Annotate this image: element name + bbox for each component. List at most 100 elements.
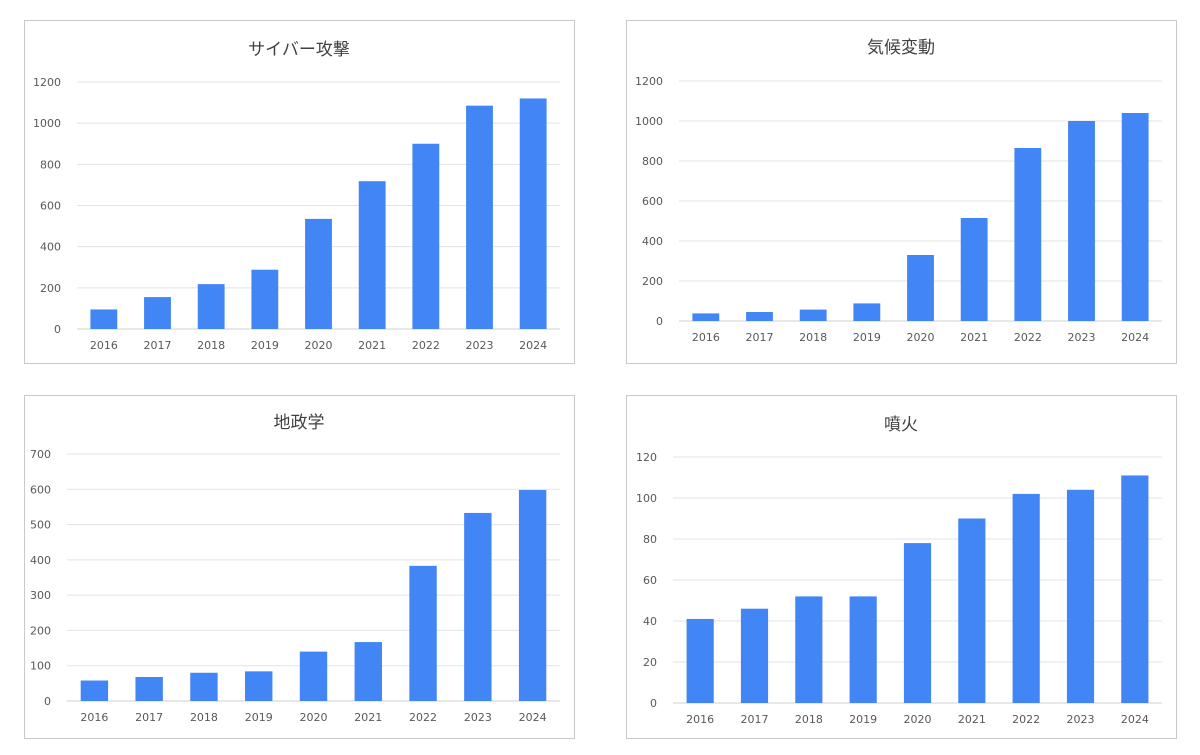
x-tick-label: 2017 bbox=[135, 711, 163, 724]
y-tick-label: 400 bbox=[40, 241, 61, 254]
bar-2020 bbox=[903, 543, 932, 703]
x-tick-label: 2020 bbox=[305, 339, 333, 352]
y-tick-label: 1200 bbox=[635, 75, 663, 88]
x-tick-label: 2019 bbox=[849, 713, 877, 726]
y-tick-label: 600 bbox=[642, 195, 663, 208]
bar-2019 bbox=[251, 269, 279, 329]
plot-area: 0 200 400 600 800 1000 1200 2016 2017 2018 2019 202… bbox=[33, 76, 560, 352]
bar-2024 bbox=[518, 489, 547, 701]
chart-title: 地政学 bbox=[274, 413, 325, 433]
bar-2018 bbox=[795, 596, 823, 703]
y-tick-label: 1000 bbox=[33, 117, 61, 130]
x-tick-label: 2019 bbox=[245, 711, 273, 724]
bar-2019 bbox=[853, 303, 881, 321]
x-tick-label: 2023 bbox=[1068, 331, 1096, 344]
bar-2016 bbox=[692, 313, 720, 321]
bar-chart-eruption: 噴火 0 20 40 60 80 100 120 2016 2017 2018 2019 2020 20… bbox=[636, 415, 1162, 726]
y-tick-label: 700 bbox=[30, 448, 51, 461]
y-tick-label: 200 bbox=[40, 282, 61, 295]
bar-chart-climate-change: 気候変動 0 200 400 600 800 1000 1200 2016 2017 2018 20… bbox=[635, 38, 1162, 344]
chart-title: 気候変動 bbox=[867, 38, 935, 58]
bar-2021 bbox=[960, 218, 988, 321]
x-tick-label: 2017 bbox=[746, 331, 774, 344]
x-tick-label: 2022 bbox=[1014, 331, 1042, 344]
bar-2017 bbox=[135, 677, 163, 701]
x-tick-label: 2024 bbox=[1121, 331, 1149, 344]
bar-2020 bbox=[907, 255, 934, 321]
x-tick-label: 2016 bbox=[692, 331, 720, 344]
x-tick-label: 2021 bbox=[958, 713, 986, 726]
bar-2017 bbox=[740, 608, 769, 703]
bar-chart-geopolitics: 地政学 0 100 200 300 400 500 600 700 2016 2017 2018 20… bbox=[30, 413, 560, 724]
y-tick-label: 400 bbox=[30, 554, 51, 567]
y-tick-label: 100 bbox=[30, 660, 51, 673]
bar-2021 bbox=[358, 181, 386, 329]
bar-2023 bbox=[1066, 489, 1095, 703]
bar-2017 bbox=[746, 312, 773, 321]
chart-panel-cyber-attack: サイバー攻撃 0 200 400 600 800 1000 1200 2016 2017 2018… bbox=[24, 20, 575, 364]
y-tick-label: 400 bbox=[642, 235, 663, 248]
y-tick-label: 200 bbox=[642, 275, 663, 288]
bar-2024 bbox=[1121, 113, 1149, 321]
bar-2018 bbox=[197, 284, 225, 329]
bar-2019 bbox=[849, 596, 877, 703]
y-tick-label: 1200 bbox=[33, 76, 61, 89]
chart-title: サイバー攻撃 bbox=[248, 40, 350, 60]
plot-area: 0 100 200 300 400 500 600 700 2016 2017 2018 2019 20… bbox=[30, 448, 560, 724]
x-tick-label: 2023 bbox=[464, 711, 492, 724]
y-tick-label: 0 bbox=[54, 323, 61, 336]
bar-2016 bbox=[90, 309, 118, 329]
bar-2022 bbox=[409, 565, 437, 701]
bar-2020 bbox=[305, 218, 332, 329]
y-tick-label: 0 bbox=[656, 315, 663, 328]
y-tick-label: 300 bbox=[30, 589, 51, 602]
x-tick-label: 2016 bbox=[686, 713, 714, 726]
y-tick-label: 200 bbox=[30, 624, 51, 637]
bar-2021 bbox=[354, 642, 382, 701]
plot-area: 0 200 400 600 800 1000 1200 2016 2017 2018 2019 202… bbox=[635, 75, 1162, 344]
bar-2016 bbox=[686, 618, 714, 703]
y-tick-label: 600 bbox=[40, 200, 61, 213]
y-tick-label: 1000 bbox=[635, 115, 663, 128]
x-tick-label: 2022 bbox=[1012, 713, 1040, 726]
chart-panel-climate-change: 気候変動 0 200 400 600 800 1000 1200 2016 2017 2018 20… bbox=[626, 20, 1177, 364]
x-tick-label: 2023 bbox=[1067, 713, 1095, 726]
y-tick-label: 0 bbox=[44, 695, 51, 708]
bar-2022 bbox=[1012, 493, 1040, 703]
bar-2024 bbox=[519, 98, 547, 329]
x-tick-label: 2020 bbox=[907, 331, 935, 344]
bar-2017 bbox=[144, 297, 171, 329]
y-tick-label: 60 bbox=[643, 574, 657, 587]
bar-2016 bbox=[80, 680, 109, 701]
bar-2019 bbox=[245, 671, 273, 701]
x-tick-label: 2021 bbox=[358, 339, 386, 352]
x-tick-label: 2017 bbox=[144, 339, 172, 352]
x-tick-label: 2021 bbox=[354, 711, 382, 724]
y-tick-label: 20 bbox=[643, 656, 657, 669]
bar-2023 bbox=[466, 105, 493, 329]
x-tick-label: 2020 bbox=[904, 713, 932, 726]
bar-2023 bbox=[1068, 121, 1095, 321]
x-tick-label: 2019 bbox=[853, 331, 881, 344]
x-tick-label: 2022 bbox=[412, 339, 440, 352]
bar-2022 bbox=[1014, 148, 1042, 321]
bar-2018 bbox=[799, 309, 827, 321]
chart-panel-geopolitics: 地政学 0 100 200 300 400 500 600 700 2016 2017 2018 20… bbox=[24, 395, 575, 739]
bar-2023 bbox=[464, 512, 492, 701]
x-tick-label: 2024 bbox=[519, 339, 547, 352]
y-tick-label: 600 bbox=[30, 483, 51, 496]
x-tick-label: 2018 bbox=[799, 331, 827, 344]
x-tick-label: 2024 bbox=[1121, 713, 1149, 726]
y-tick-label: 500 bbox=[30, 519, 51, 532]
x-tick-label: 2024 bbox=[519, 711, 547, 724]
y-tick-label: 100 bbox=[636, 492, 657, 505]
x-tick-label: 2020 bbox=[300, 711, 328, 724]
chart-title: 噴火 bbox=[884, 415, 918, 435]
bar-2022 bbox=[412, 143, 440, 329]
x-tick-label: 2016 bbox=[90, 339, 118, 352]
bar-2018 bbox=[190, 672, 218, 701]
y-tick-label: 120 bbox=[636, 451, 657, 464]
bar-2024 bbox=[1121, 475, 1149, 703]
x-tick-label: 2022 bbox=[409, 711, 437, 724]
y-tick-label: 800 bbox=[40, 158, 61, 171]
